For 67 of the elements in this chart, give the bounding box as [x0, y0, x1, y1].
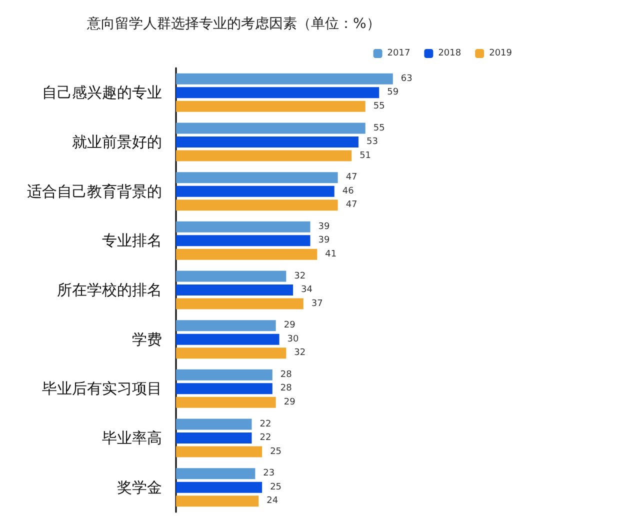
- data-label: 51: [360, 150, 372, 161]
- y-tick-label: 毕业率高: [102, 429, 162, 447]
- bar: [176, 348, 286, 359]
- y-tick-label: 自己感兴趣的专业: [42, 84, 162, 102]
- data-label: 47: [346, 172, 358, 183]
- chart-title: 意向留学人群选择专业的考虑因素（单位：%）: [86, 16, 380, 32]
- data-label: 29: [284, 320, 296, 331]
- data-label: 55: [373, 101, 385, 112]
- data-label: 32: [294, 271, 306, 282]
- bar: [176, 396, 276, 408]
- data-label: 59: [387, 88, 399, 98]
- data-label: 28: [280, 370, 292, 380]
- bar: [176, 200, 338, 211]
- bar: [176, 248, 318, 260]
- bar: [176, 186, 334, 197]
- data-label: 24: [266, 496, 278, 506]
- data-label: 28: [280, 384, 292, 394]
- data-label: 41: [325, 249, 337, 260]
- bar: [176, 446, 262, 458]
- bar: [176, 150, 352, 162]
- bar: [176, 496, 259, 507]
- bar: [176, 334, 280, 345]
- bar: [176, 100, 366, 112]
- data-label: 63: [400, 74, 412, 84]
- y-tick-label: 所在学校的排名: [57, 281, 162, 299]
- bar: [176, 172, 338, 184]
- data-label: 34: [301, 285, 313, 295]
- data-label: 55: [373, 123, 385, 134]
- bar: [176, 87, 380, 98]
- data-label: 37: [311, 298, 323, 309]
- data-label: 25: [270, 482, 282, 492]
- y-tick-label: 就业前景好的: [72, 133, 162, 151]
- data-label: 47: [346, 200, 358, 210]
- legend-label: 2019: [489, 48, 512, 58]
- data-label: 25: [270, 446, 282, 457]
- bar: [176, 136, 358, 148]
- bar: [176, 221, 310, 232]
- bar: [176, 73, 393, 84]
- data-label: 30: [287, 334, 300, 344]
- data-label: 39: [318, 222, 330, 232]
- y-tick-label: 专业排名: [102, 232, 162, 250]
- data-label: 53: [366, 137, 378, 147]
- y-tick-label: 毕业后有实习项目: [42, 380, 162, 398]
- bar: [176, 298, 304, 310]
- bar: [176, 383, 272, 394]
- bar: [176, 320, 276, 332]
- bar: [176, 369, 272, 380]
- bar: [176, 482, 262, 493]
- bar: [176, 122, 366, 134]
- data-label: 46: [342, 186, 354, 196]
- y-tick-label: 学费: [132, 330, 162, 348]
- y-tick-label: 奖学金: [117, 478, 162, 496]
- legend-label: 2018: [438, 48, 462, 58]
- data-label: 23: [263, 468, 275, 479]
- bar: [176, 284, 294, 296]
- data-label: 32: [294, 348, 306, 358]
- data-label: 29: [284, 397, 296, 408]
- y-tick-label: 适合自己教育背景的: [27, 182, 162, 200]
- data-label: 22: [260, 433, 272, 443]
- legend-label: 2017: [387, 48, 410, 58]
- bar: [176, 235, 310, 246]
- bar: [176, 270, 286, 282]
- data-label: 39: [318, 236, 330, 246]
- bar: [176, 432, 252, 444]
- bar: [176, 468, 256, 480]
- data-label: 22: [260, 419, 272, 430]
- bar: [176, 418, 252, 430]
